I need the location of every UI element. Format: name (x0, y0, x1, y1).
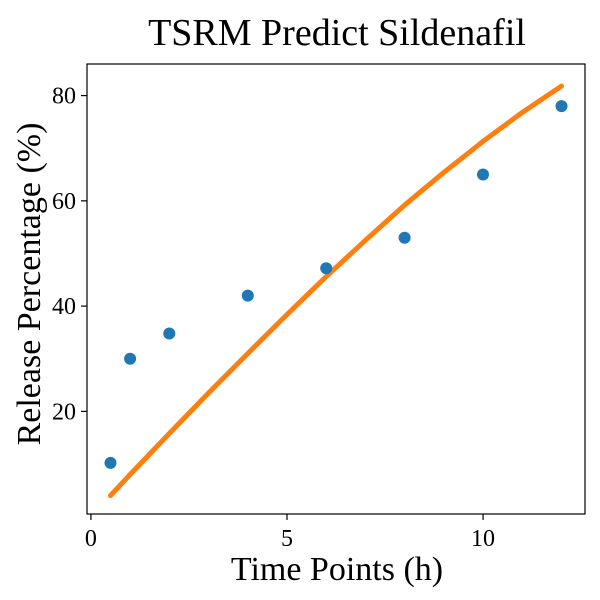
x-tick-label: 5 (281, 526, 293, 552)
y-tick-label: 60 (52, 189, 76, 215)
chart-title: TSRM Predict Sildenafil (148, 12, 526, 54)
x-axis: 0 5 10 (85, 514, 495, 552)
x-tick-label: 0 (85, 526, 97, 552)
data-point (241, 289, 254, 302)
data-point (555, 100, 568, 113)
data-point (104, 456, 117, 469)
data-point (398, 231, 411, 244)
y-axis: 20 40 60 80 (52, 84, 87, 425)
y-tick-label: 80 (52, 84, 76, 110)
y-tick-label: 40 (52, 294, 76, 320)
fit-line (108, 83, 564, 499)
data-point (320, 262, 333, 275)
y-tick-label: 20 (52, 399, 76, 425)
y-axis-label: Release Percentage (%) (11, 123, 48, 446)
plot-area (104, 83, 568, 499)
x-tick-label: 10 (471, 526, 495, 552)
data-point (163, 327, 176, 340)
data-point (124, 352, 137, 365)
x-axis-label: Time Points (h) (231, 551, 443, 588)
data-point (477, 168, 489, 181)
plot-frame (86, 63, 586, 515)
